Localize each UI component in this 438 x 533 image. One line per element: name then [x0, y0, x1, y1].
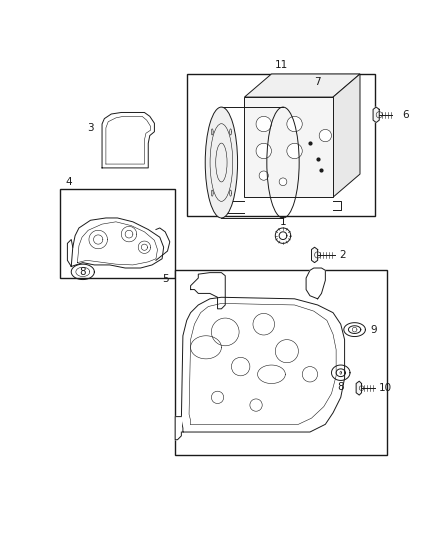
Bar — [187, 74, 375, 216]
Bar — [175, 270, 387, 455]
Circle shape — [287, 116, 302, 132]
Text: 8: 8 — [337, 382, 344, 392]
Circle shape — [231, 357, 250, 376]
Circle shape — [253, 313, 275, 335]
Text: 11: 11 — [275, 60, 288, 70]
Text: 7: 7 — [314, 77, 321, 87]
Text: 3: 3 — [87, 123, 94, 133]
Circle shape — [212, 391, 224, 403]
Text: 1: 1 — [280, 217, 286, 227]
Circle shape — [212, 318, 239, 346]
Text: 6: 6 — [403, 110, 409, 120]
Circle shape — [279, 178, 287, 185]
Text: 4: 4 — [66, 177, 72, 187]
Polygon shape — [356, 381, 361, 395]
Text: 9: 9 — [370, 325, 377, 335]
Ellipse shape — [205, 107, 237, 218]
Text: 2: 2 — [339, 250, 346, 260]
Text: 8: 8 — [79, 267, 86, 277]
Circle shape — [259, 171, 268, 180]
Circle shape — [256, 143, 272, 159]
Polygon shape — [311, 247, 318, 263]
Circle shape — [256, 116, 272, 132]
Polygon shape — [306, 268, 325, 299]
Polygon shape — [244, 97, 333, 197]
Polygon shape — [191, 273, 225, 309]
Circle shape — [287, 143, 302, 159]
Polygon shape — [71, 218, 164, 268]
Circle shape — [302, 367, 318, 382]
Circle shape — [250, 399, 262, 411]
Circle shape — [319, 130, 332, 142]
Polygon shape — [244, 74, 360, 97]
Circle shape — [276, 340, 298, 363]
Text: 5: 5 — [162, 274, 169, 284]
Polygon shape — [373, 107, 379, 123]
Polygon shape — [181, 297, 345, 432]
Polygon shape — [333, 74, 360, 197]
Text: 10: 10 — [378, 383, 392, 393]
Polygon shape — [175, 417, 181, 440]
Bar — [60, 189, 175, 278]
